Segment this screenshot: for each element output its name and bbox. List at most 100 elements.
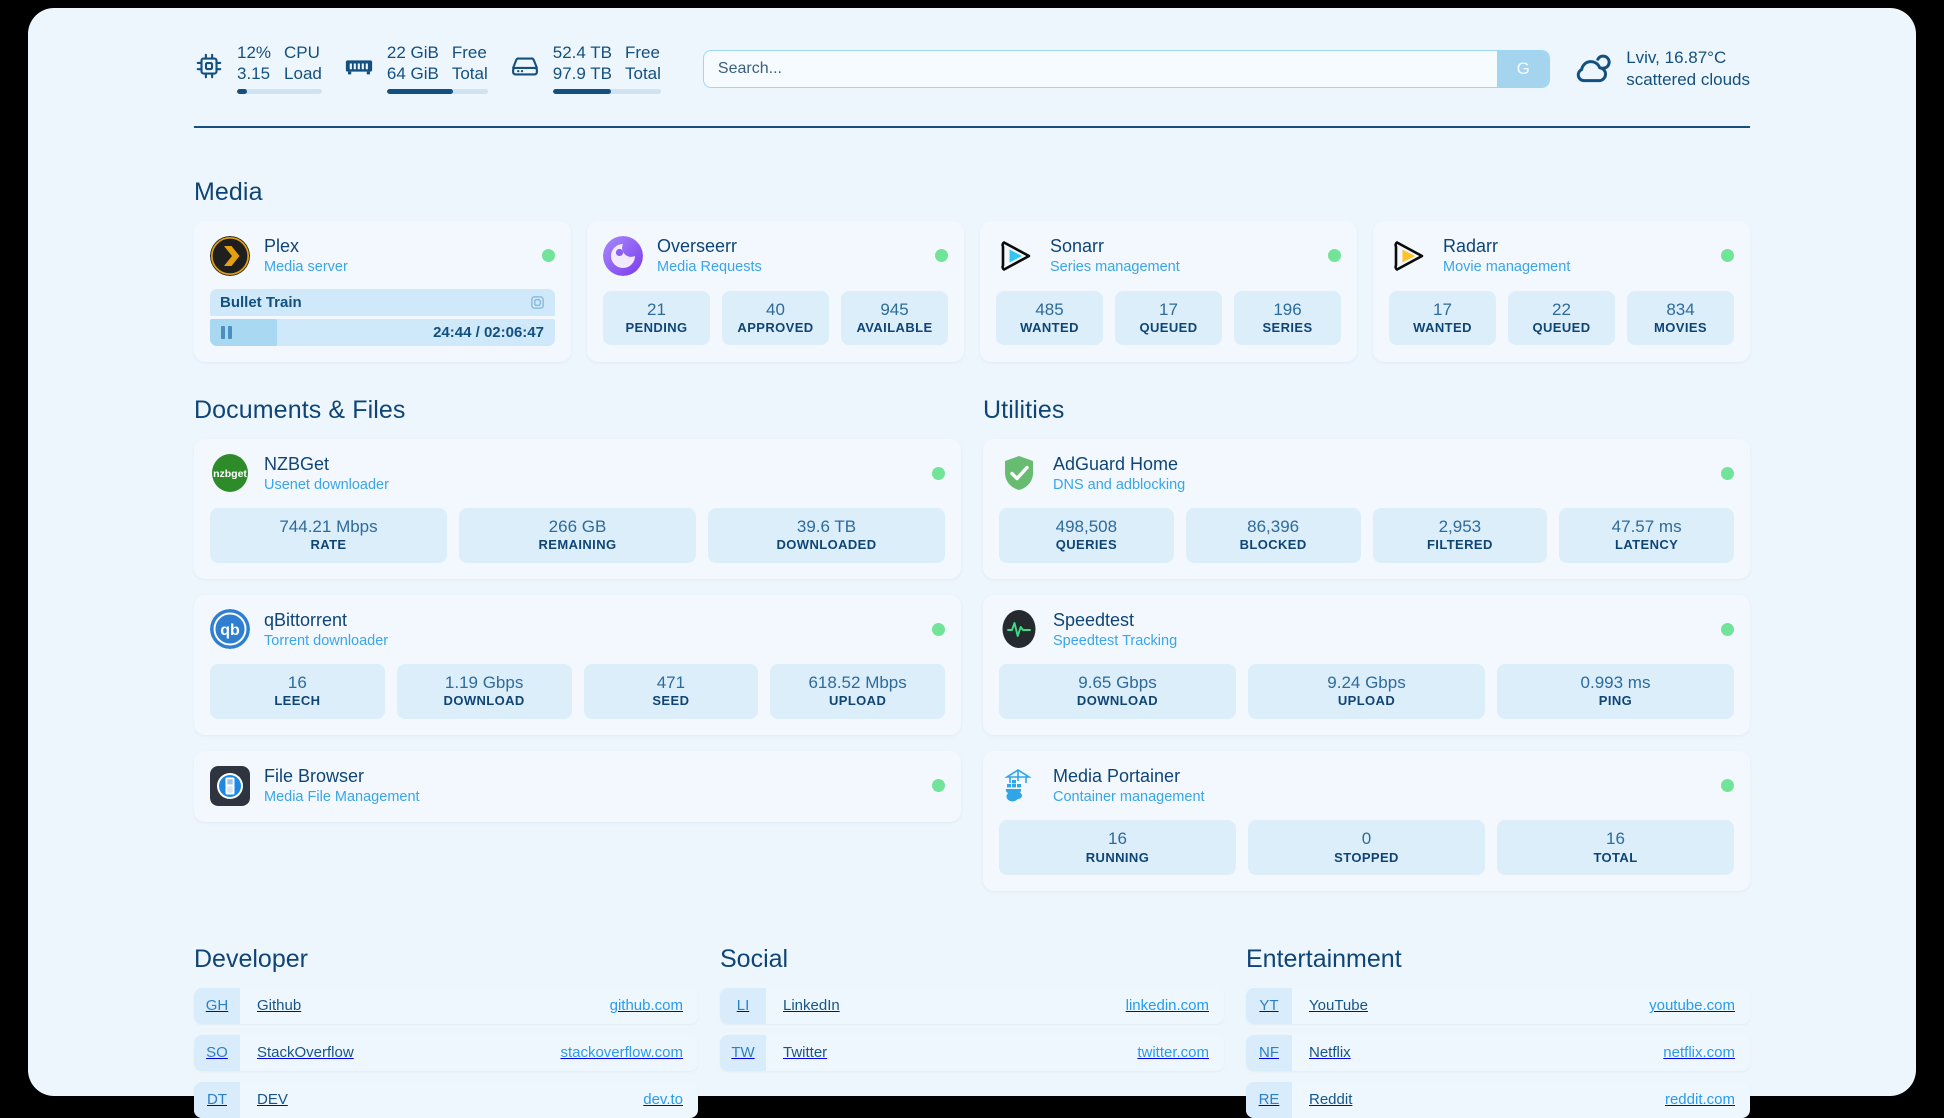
- bookmark-name: Reddit: [1309, 1091, 1353, 1109]
- bookmark-item[interactable]: NF Netflix netflix.com: [1246, 1034, 1750, 1071]
- bookmark-url: twitter.com: [1137, 1044, 1209, 1062]
- stat-cell[interactable]: 618.52 Mbps UPLOAD: [770, 664, 945, 719]
- bookmark-group-social: Social LI LinkedIn linkedin.com TW Twitt…: [720, 945, 1224, 1118]
- status-indicator-online: [932, 466, 945, 480]
- service-subtitle: Series management: [1050, 259, 1180, 276]
- service-subtitle: Container management: [1053, 788, 1205, 805]
- stat-cell[interactable]: 945 AVAILABLE: [841, 290, 948, 346]
- stat-cell-value: 834: [1666, 299, 1695, 319]
- cloud-icon: [1572, 49, 1612, 89]
- service-name: Radarr: [1443, 236, 1499, 256]
- bookmark-abbr: TW: [720, 1034, 766, 1071]
- stat-cell-label: TOTAL: [1593, 849, 1638, 865]
- service-card-nzbget[interactable]: nzbget NZBGet Usenet downloader 744.21 M…: [194, 438, 961, 579]
- stat-cell[interactable]: 0.993 ms PING: [1497, 664, 1734, 719]
- stat-cell[interactable]: 16 TOTAL: [1497, 820, 1734, 875]
- svg-text:nzbget: nzbget: [213, 468, 247, 480]
- stat-cell[interactable]: 16 RUNNING: [999, 820, 1236, 875]
- stat-cell[interactable]: 196 SERIES: [1234, 290, 1341, 346]
- service-card-sonarr[interactable]: Sonarr Series management 485 WANTED 17 Q…: [980, 221, 1357, 362]
- system-stat-memory: 22 GiB 64 GiB Free Total: [344, 42, 510, 97]
- bookmark-abbr: LI: [720, 987, 766, 1024]
- stat-cell[interactable]: 47.57 ms LATENCY: [1559, 508, 1734, 563]
- utilities-section: Utilities AdGuard Home DNS and adblockin…: [983, 396, 1750, 891]
- service-name: Speedtest: [1053, 609, 1135, 630]
- stat-cell-label: MOVIES: [1654, 319, 1707, 335]
- stat-cell[interactable]: 266 GB REMAINING: [459, 508, 696, 563]
- stat-cell[interactable]: 834 MOVIES: [1627, 290, 1734, 346]
- service-card-overseerr[interactable]: Overseerr Media Requests 21 PENDING 40 A…: [587, 221, 964, 362]
- stat-cell[interactable]: 2,953 FILTERED: [1372, 508, 1548, 563]
- bookmark-item[interactable]: LI LinkedIn linkedin.com: [720, 987, 1224, 1024]
- nzbget-logo: nzbget: [210, 453, 250, 493]
- stat-cell[interactable]: 485 WANTED: [996, 290, 1103, 346]
- stat-cell-value: 1.19 Gbps: [444, 673, 524, 693]
- status-indicator-online: [932, 622, 945, 636]
- documents-section: Documents & Files nzbget NZBGet Usenet d…: [194, 396, 961, 891]
- stat-cell[interactable]: 21 PENDING: [603, 290, 710, 346]
- stat-cell-label: SEED: [652, 693, 690, 709]
- stat-cell[interactable]: 744.21 Mbps RATE: [210, 508, 447, 563]
- service-card-media-portainer[interactable]: Media Portainer Container management 16 …: [983, 750, 1750, 891]
- cast-icon[interactable]: [530, 295, 545, 310]
- media-player: Bullet Train 24:44 / 02:06:47: [210, 288, 555, 346]
- stat-cell[interactable]: 17 WANTED: [1389, 290, 1496, 346]
- stat-cell-label: UPLOAD: [1337, 693, 1396, 709]
- playback-progress-bar[interactable]: 24:44 / 02:06:47: [210, 318, 555, 346]
- bookmark-name: Twitter: [783, 1044, 828, 1062]
- service-card-file-browser[interactable]: File Browser Media File Management: [194, 750, 961, 823]
- media-section: Media Plex Media server Bullet Train 24:…: [194, 178, 1750, 362]
- stat-cell[interactable]: 16 LEECH: [210, 664, 385, 719]
- now-playing-bar[interactable]: Bullet Train: [210, 288, 555, 316]
- bookmark-item[interactable]: YT YouTube youtube.com: [1246, 987, 1750, 1024]
- bookmark-list: GH Github github.com SO StackOverflow st…: [194, 987, 698, 1118]
- search-area: G: [702, 50, 1551, 88]
- service-name: qBittorrent: [264, 609, 348, 630]
- bookmark-group-title: Social: [720, 944, 789, 973]
- utilities-card-list: AdGuard Home DNS and adblocking 498,508 …: [983, 438, 1750, 891]
- stat-primary-value: 22 GiB: [386, 42, 439, 62]
- stat-primary-value: 52.4 TB: [552, 42, 612, 62]
- search-box[interactable]: G: [702, 50, 1551, 88]
- service-card-header: Sonarr Series management: [996, 235, 1341, 277]
- stat-cell[interactable]: 1.19 Gbps DOWNLOAD: [396, 664, 572, 719]
- bookmark-list: LI LinkedIn linkedin.com TW Twitter twit…: [720, 987, 1224, 1071]
- stat-cell-label: DOWNLOAD: [443, 693, 525, 709]
- service-card-speedtest[interactable]: Speedtest Speedtest Tracking 9.65 Gbps D…: [983, 594, 1750, 735]
- bookmark-url: netflix.com: [1663, 1044, 1735, 1062]
- search-input[interactable]: [703, 60, 1498, 78]
- stat-cell-value: 744.21 Mbps: [279, 517, 378, 537]
- header-bar: 12% 3.15 CPU Load 22 GiB 64 GiB Free: [194, 38, 1750, 100]
- stat-cell[interactable]: 498,508 QUERIES: [999, 508, 1174, 563]
- stat-cell[interactable]: 40 APPROVED: [722, 290, 829, 346]
- bookmark-item[interactable]: GH Github github.com: [194, 987, 698, 1024]
- stat-cell[interactable]: 86,396 BLOCKED: [1185, 508, 1361, 563]
- stat-cell[interactable]: 22 QUEUED: [1508, 290, 1615, 346]
- service-card-adguard-home[interactable]: AdGuard Home DNS and adblocking 498,508 …: [983, 438, 1750, 579]
- bookmark-item[interactable]: TW Twitter twitter.com: [720, 1034, 1224, 1071]
- stat-cell-value: 17: [1159, 299, 1178, 319]
- stat-cell[interactable]: 0 STOPPED: [1248, 820, 1485, 875]
- service-card-header: Media Portainer Container management: [999, 765, 1734, 807]
- service-card-qbittorrent[interactable]: qb qBittorrent Torrent downloader 16 LEE…: [194, 594, 961, 735]
- pause-icon[interactable]: [221, 325, 232, 339]
- bookmark-item[interactable]: DT DEV dev.to: [194, 1081, 698, 1118]
- stat-cell[interactable]: 39.6 TB DOWNLOADED: [708, 508, 945, 563]
- service-card-radarr[interactable]: Radarr Movie management 17 WANTED 22 QUE…: [1373, 221, 1750, 362]
- stat-cell-value: 17: [1433, 299, 1452, 319]
- stat-cell-value: 16: [1108, 829, 1127, 849]
- stat-cell[interactable]: 471 SEED: [583, 664, 759, 719]
- stat-cell[interactable]: 9.24 Gbps UPLOAD: [1248, 664, 1485, 719]
- stat-progress-bar: [237, 89, 322, 95]
- search-provider-button[interactable]: G: [1497, 51, 1550, 87]
- stat-cell[interactable]: 17 QUEUED: [1115, 290, 1222, 346]
- stat-cell[interactable]: 9.65 Gbps DOWNLOAD: [999, 664, 1236, 719]
- stat-row: 17 WANTED 22 QUEUED 834 MOVIES: [1389, 290, 1734, 346]
- bookmark-url: linkedin.com: [1125, 997, 1209, 1015]
- bookmark-item[interactable]: RE Reddit reddit.com: [1246, 1081, 1750, 1118]
- bookmark-item[interactable]: SO StackOverflow stackoverflow.com: [194, 1034, 698, 1071]
- stat-label-top: Free: [451, 42, 487, 62]
- stat-cell-value: 0.993 ms: [1580, 673, 1651, 693]
- service-card-plex[interactable]: Plex Media server Bullet Train 24:44 / 0…: [194, 221, 571, 362]
- service-name: Plex: [264, 236, 300, 256]
